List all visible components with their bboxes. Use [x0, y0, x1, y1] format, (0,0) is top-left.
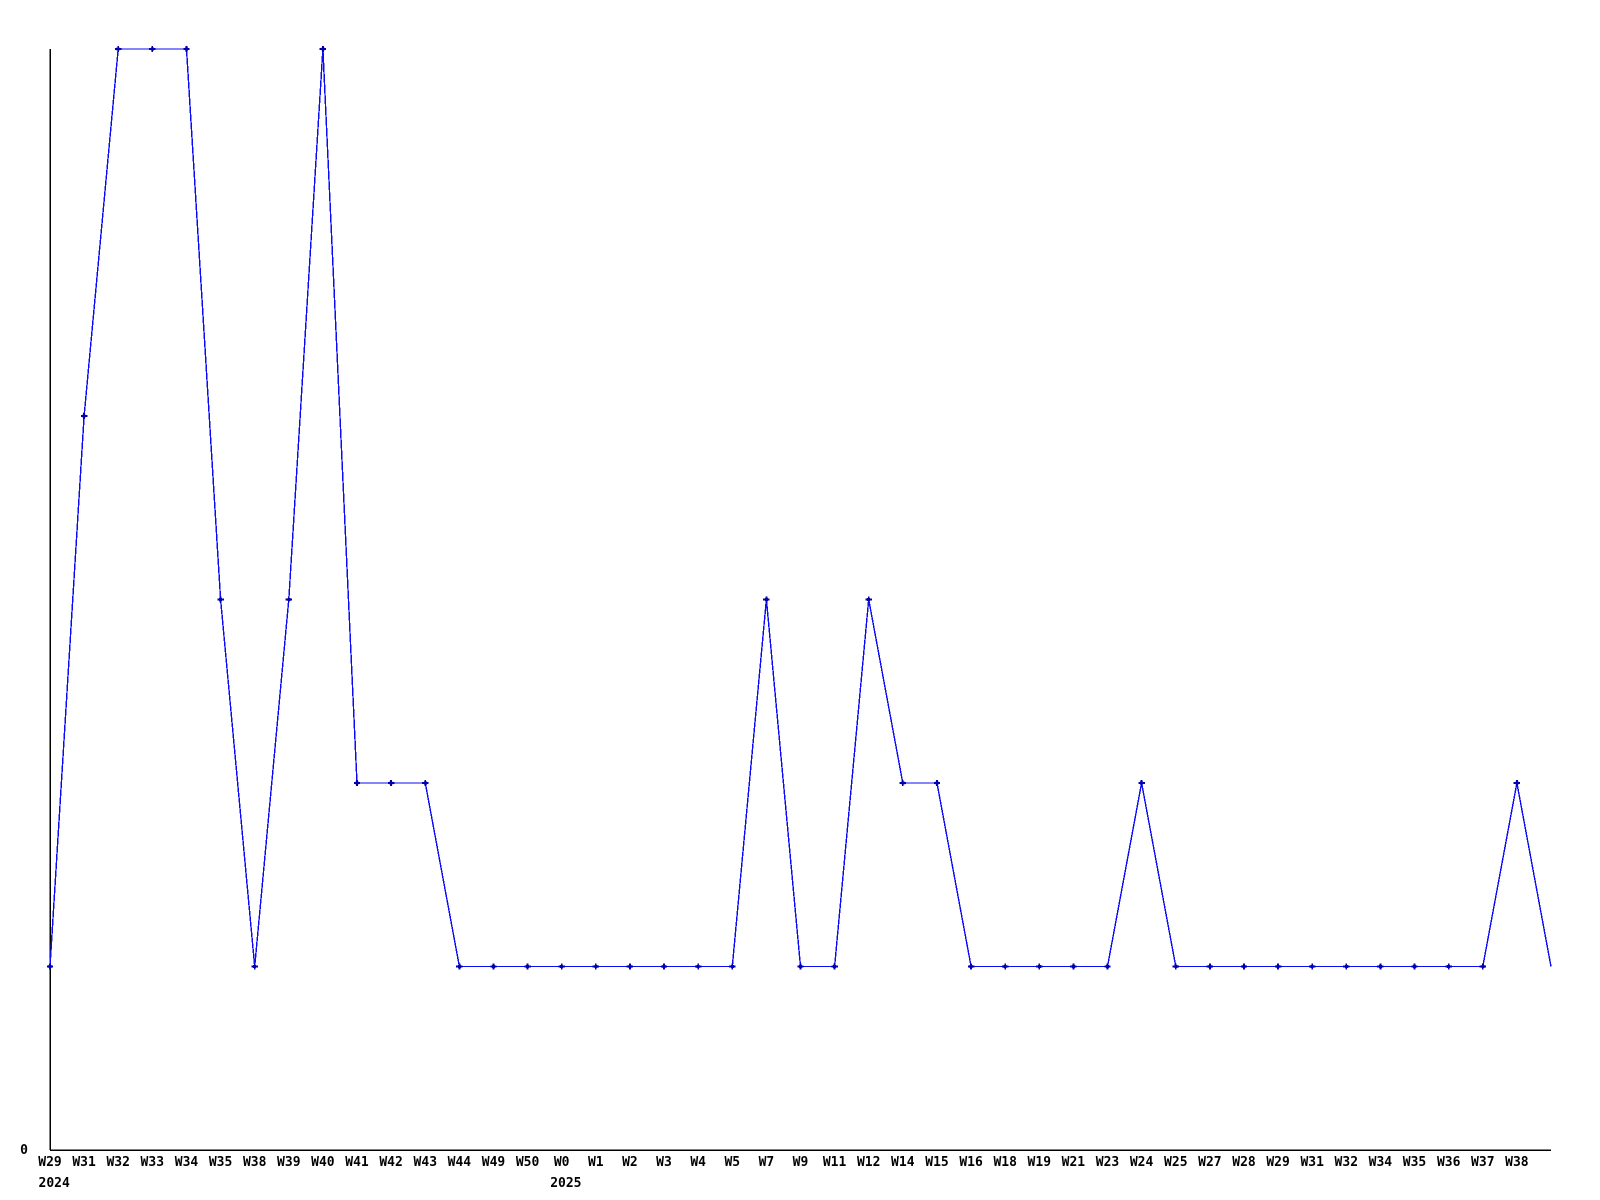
data-point-marker-center [1106, 965, 1110, 968]
data-point-marker-center [116, 47, 120, 51]
x-tick-label: W44 [448, 1155, 472, 1170]
data-point-marker-center [82, 414, 86, 418]
data-point-marker-center [526, 965, 530, 968]
data-point-marker-center [1174, 965, 1178, 968]
data-point-marker-center [1310, 965, 1314, 968]
data-point-marker-center [491, 965, 495, 968]
x-tick-label: W1 [588, 1155, 604, 1170]
x-tick-label: W11 [823, 1155, 847, 1170]
data-point-marker-center [799, 965, 802, 968]
data-point-marker-center [150, 47, 154, 51]
x-tick-label: W24 [1130, 1155, 1154, 1170]
x-tick-label: W35 [1403, 1155, 1426, 1170]
data-point-marker-center [253, 965, 257, 968]
x-tick-label: W36 [1437, 1155, 1461, 1170]
series-polyline [49, 48, 1552, 968]
data-point-marker-center [355, 781, 359, 785]
data-point-marker-center [833, 965, 837, 968]
x-tick-label: W3 [656, 1155, 672, 1170]
data-point-marker-center [457, 965, 461, 968]
data-point-marker-center [219, 598, 223, 601]
x-tick-label: W32 [106, 1155, 129, 1170]
x-tick-label: W33 [141, 1155, 164, 1170]
x-tick-label: W35 [209, 1155, 232, 1170]
data-point-marker-center [1071, 965, 1075, 968]
data-point-marker-center [628, 965, 632, 968]
x-tick-label: W28 [1232, 1155, 1256, 1170]
data-point-marker-center [1003, 965, 1007, 968]
x-tick-label: W31 [1300, 1155, 1324, 1170]
x-tick-label: W23 [1096, 1155, 1119, 1170]
data-point-marker-center [389, 781, 393, 785]
x-tick-label: W43 [414, 1155, 437, 1170]
x-tick-label: W38 [1505, 1155, 1529, 1170]
x-tick-label: W38 [243, 1155, 267, 1170]
data-point-marker-center [321, 47, 325, 51]
x-tick-label: W34 [175, 1155, 199, 1170]
data-point-marker-center [662, 965, 666, 968]
data-point-marker-center [1378, 965, 1382, 968]
x-tick-label: W39 [277, 1155, 300, 1170]
x-tick-label: W14 [891, 1155, 915, 1170]
data-point-marker-center [560, 965, 564, 968]
data-point-marker-center [901, 781, 905, 785]
y-zero-label: 0 [20, 1143, 28, 1158]
x-tick-label: W27 [1198, 1155, 1221, 1170]
data-point-marker-center [1447, 965, 1451, 968]
x-tick-label: W15 [925, 1155, 948, 1170]
data-point-marker-center [1242, 965, 1246, 968]
x-tick-label: W29 [38, 1155, 61, 1170]
data-point-marker-center [1481, 965, 1485, 968]
x-tick-label: W2 [622, 1155, 638, 1170]
x-tick-label: W7 [759, 1155, 775, 1170]
x-tick-label: W16 [959, 1155, 983, 1170]
x-tick-label: W18 [993, 1155, 1017, 1170]
data-point-marker-center [1037, 965, 1041, 968]
data-point-marker-center [423, 781, 427, 785]
x-tick-label: W21 [1062, 1155, 1086, 1170]
data-point-marker-center [1140, 781, 1144, 785]
x-tick-label: W9 [793, 1155, 809, 1170]
data-point-marker-center [1515, 781, 1519, 785]
data-point-marker-center [1276, 965, 1280, 968]
year-label: 2024 [39, 1176, 70, 1191]
data-point-marker-center [764, 598, 768, 601]
x-tick-label: W31 [72, 1155, 96, 1170]
data-point-marker-center [867, 598, 871, 601]
x-tick-label: W12 [857, 1155, 880, 1170]
x-tick-label: W32 [1335, 1155, 1358, 1170]
x-tick-label: W37 [1471, 1155, 1494, 1170]
data-point-marker-center [184, 47, 188, 51]
x-tick-label: W50 [516, 1155, 540, 1170]
x-tick-label: W29 [1266, 1155, 1289, 1170]
data-point-marker-center [287, 598, 291, 601]
data-point-marker-center [1413, 965, 1417, 968]
x-tick-label: W4 [690, 1155, 706, 1170]
data-point-marker-center [48, 965, 52, 968]
x-tick-label: W40 [311, 1155, 335, 1170]
x-tick-label: W49 [482, 1155, 505, 1170]
x-tick-label: W19 [1028, 1155, 1051, 1170]
year-label: 2025 [550, 1176, 581, 1191]
data-point-marker-center [1208, 965, 1212, 968]
x-tick-label: W41 [345, 1155, 369, 1170]
x-tick-label: W34 [1369, 1155, 1393, 1170]
x-tick-label: W0 [554, 1155, 570, 1170]
data-point-marker-center [1344, 965, 1348, 968]
data-point-marker-center [696, 965, 700, 968]
data-point-marker-center [969, 965, 973, 968]
x-tick-label: W5 [724, 1155, 740, 1170]
data-point-marker-center [730, 965, 734, 968]
x-tick-label: W42 [379, 1155, 402, 1170]
data-point-marker-center [935, 781, 939, 785]
data-point-marker-center [594, 965, 598, 968]
x-tick-label: W25 [1164, 1155, 1187, 1170]
